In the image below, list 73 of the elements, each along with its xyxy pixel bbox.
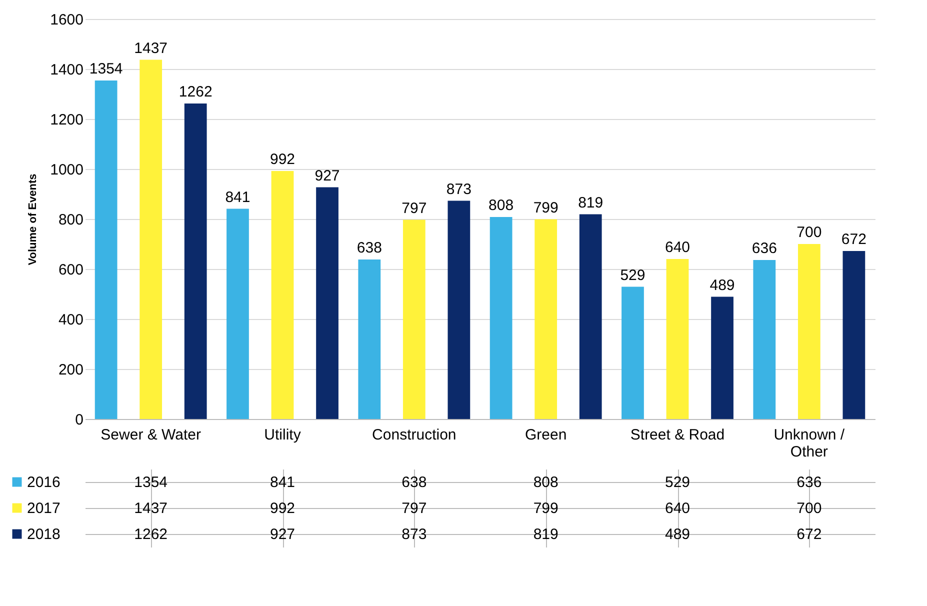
annotation: 1262 (178, 84, 212, 100)
x-tick-label: Street & Road (630, 426, 725, 444)
y-tick-label: 1400 (50, 62, 84, 78)
data-label: 672 (796, 526, 822, 543)
bar (140, 60, 162, 419)
annotation: 638 (356, 240, 382, 256)
bar (534, 219, 558, 419)
annotation: 1354 (89, 60, 123, 78)
data-label: 841 (270, 474, 296, 491)
data-label: 636 (796, 474, 822, 491)
data-label: 1437 (134, 500, 168, 517)
annotation: 808 (488, 197, 514, 214)
bar (271, 171, 294, 419)
bar (711, 296, 734, 419)
annotation: 992 (270, 151, 296, 168)
annotation: 700 (796, 224, 822, 241)
annotation: 636 (752, 240, 777, 257)
legend-label: 2016 (27, 474, 60, 491)
data-label: 799 (533, 500, 558, 517)
data-label: 808 (533, 474, 558, 491)
x-tick-label: Utility (264, 426, 302, 444)
y-tick-label: 200 (58, 362, 84, 378)
legend-label: 2018 (27, 526, 60, 543)
data-label: 638 (402, 474, 427, 491)
data-label: 873 (402, 526, 427, 543)
bar (184, 104, 207, 419)
y-tick-label: 0 (75, 412, 84, 428)
annotation: 841 (225, 188, 250, 206)
data-label: 529 (664, 474, 690, 491)
data-label: 1262 (134, 526, 168, 543)
bar (666, 259, 689, 419)
bar (579, 214, 602, 419)
x-tick-label: Unknown / Other (774, 426, 846, 460)
bar (358, 260, 381, 419)
data-label: 797 (402, 500, 427, 517)
annotation: 489 (710, 276, 735, 294)
bar (448, 200, 470, 419)
data-label: 640 (664, 500, 690, 517)
data-label: 700 (796, 500, 822, 517)
annotation: 640 (664, 239, 690, 256)
data-label: 489 (664, 526, 690, 543)
annotation: 672 (841, 231, 866, 248)
x-tick-label: Construction (372, 426, 456, 444)
bar (842, 251, 866, 419)
bar (753, 260, 776, 419)
bar (402, 220, 426, 419)
annotation: 797 (402, 200, 427, 217)
y-tick-label: 1000 (50, 162, 84, 178)
y-tick-label: 1600 (50, 12, 84, 28)
x-tick-label: Sewer & Water (100, 426, 201, 444)
bar (490, 217, 512, 419)
x-tick-label: Green (524, 426, 567, 444)
annotation: 819 (578, 194, 604, 212)
bar (316, 187, 338, 419)
data-label: 927 (270, 526, 296, 543)
annotation: 927 (314, 167, 340, 184)
y-tick-label: 800 (58, 212, 84, 228)
y-tick-label: 400 (58, 312, 84, 328)
data-label: 819 (533, 526, 558, 543)
data-label: 1354 (134, 474, 168, 491)
y-tick-label: 1200 (50, 112, 84, 128)
y-tick-label: 600 (58, 262, 84, 278)
legend-label: 2017 (27, 500, 60, 517)
annotation: 529 (620, 266, 646, 284)
annotation: 1437 (134, 40, 168, 57)
bar (622, 286, 644, 419)
bar (94, 80, 118, 419)
annotation: 873 (446, 180, 472, 198)
bar (798, 244, 820, 419)
y-axis-title: Volume of Events (27, 174, 40, 266)
data-label: 992 (270, 500, 296, 517)
annotation: 799 (533, 199, 558, 216)
bar (226, 208, 249, 419)
